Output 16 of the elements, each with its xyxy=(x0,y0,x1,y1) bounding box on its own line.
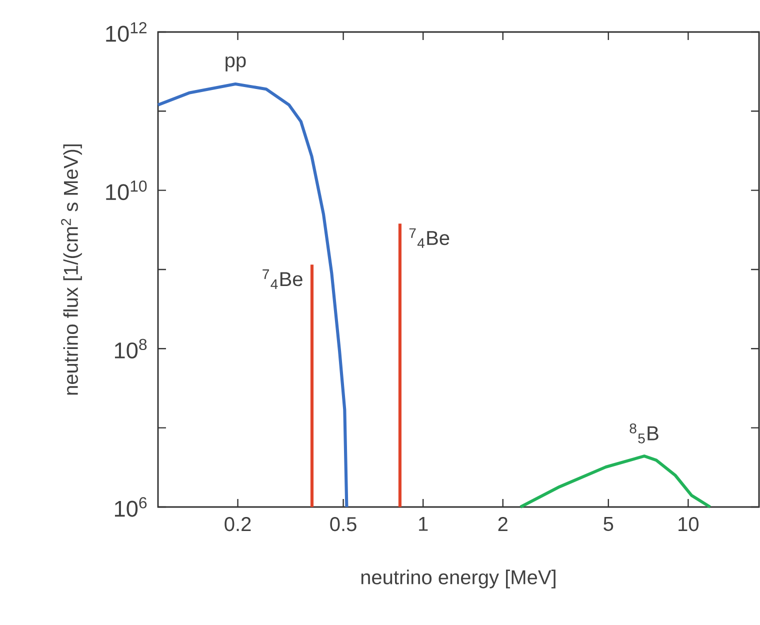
y-tick-label: 10$^{8}$ xyxy=(114,338,147,358)
series-label: 7$_{4}$Be xyxy=(409,228,450,248)
x-tick-label: 5 xyxy=(604,517,614,531)
y-tick-label: 10$^{6}$ xyxy=(114,497,147,517)
series-label: 7$_{4}$Be xyxy=(262,269,302,290)
y-axis-title: neutrino flux [1/(cm$^{2}$ s MeV)] xyxy=(61,144,82,395)
x-tick-label: 10 xyxy=(678,517,699,532)
y-tick-label: 10$^{10}$ xyxy=(106,180,147,200)
series-label: pp xyxy=(226,56,246,72)
x-tick-label: 1 xyxy=(419,517,428,531)
x-tick-label: 0.2 xyxy=(224,517,251,532)
x-axis-title: neutrino energy [MeV] xyxy=(361,570,556,588)
x-tick-label: 0.5 xyxy=(330,517,356,532)
y-tick-label: 10$^{12}$ xyxy=(106,22,146,42)
x-tick-label: 2 xyxy=(498,517,508,531)
series-label: 8$_{5}$B xyxy=(630,423,658,444)
